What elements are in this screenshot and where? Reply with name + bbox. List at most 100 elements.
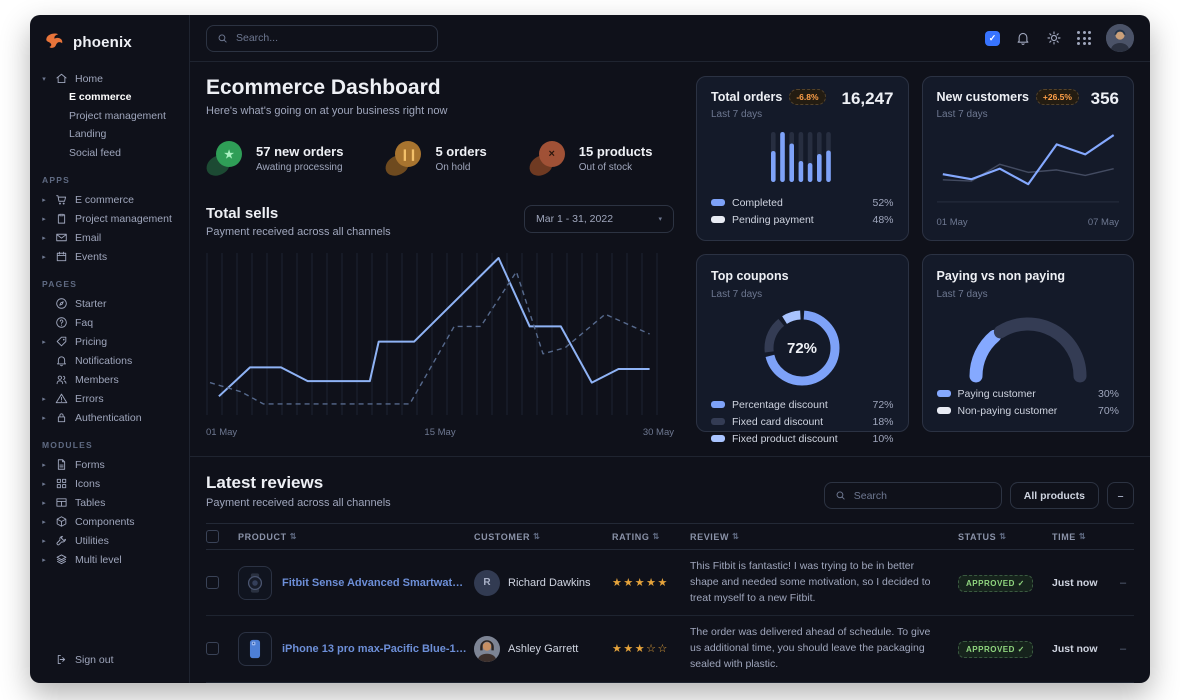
caret-right-icon: ▸ (42, 253, 46, 261)
total-orders-badge: -6.8% (789, 89, 826, 105)
top-coupons-card: Top coupons Last 7 days 72% Percentage d… (696, 254, 909, 445)
date-range-value: Mar 1 - 31, 2022 (536, 213, 614, 225)
user-avatar-image (1106, 24, 1134, 52)
gear-icon[interactable] (1046, 30, 1062, 46)
x-tick-label: 01 May (206, 427, 238, 438)
total-orders-chart (711, 120, 894, 194)
product-thumbnail (238, 631, 272, 666)
sidebar-item-tables[interactable]: ▸ Tables (40, 493, 179, 512)
page-content: Ecommerce Dashboard Here's what's going … (190, 62, 1150, 683)
more-options-button[interactable]: – (1107, 482, 1134, 509)
global-search[interactable] (206, 24, 438, 52)
sort-icon: ⇅ (999, 532, 1007, 541)
sidebar-item-forms[interactable]: ▸ Forms (40, 455, 179, 474)
hero-stat-desc: On hold (435, 161, 471, 173)
row-menu-button[interactable]: – (1120, 576, 1127, 589)
column-header-status[interactable]: STATUS ⇅ (958, 531, 1007, 542)
caret-right-icon: ▸ (42, 414, 46, 422)
select-all-checkbox[interactable] (206, 530, 219, 543)
sidebar-item-pricing[interactable]: ▸ Pricing (40, 332, 179, 351)
sidebar-item-components[interactable]: ▸ Components (40, 512, 179, 531)
row-checkbox[interactable] (206, 642, 219, 656)
latest-reviews-section: Latest reviews Payment received across a… (190, 456, 1150, 683)
sidebar-item-errors[interactable]: ▸ Errors (40, 389, 179, 408)
x-tick-label: 07 May (1087, 217, 1119, 228)
all-products-button[interactable]: All products (1009, 482, 1099, 509)
legend-swatch (711, 216, 725, 223)
legend-swatch (936, 407, 951, 414)
sidebar-item-events[interactable]: ▸ Events (40, 247, 179, 266)
legend-row: Pending payment 48% (711, 211, 894, 228)
sidebar-item-icons[interactable]: ▸ Icons (40, 474, 179, 493)
caret-right-icon: ▸ (42, 234, 46, 242)
sidebar-item-e-commerce[interactable]: ▸ E commerce (40, 190, 179, 209)
legend-value: 30% (1097, 387, 1119, 400)
customer-name: Richard Dawkins (508, 576, 591, 589)
total-orders-period: Last 7 days (711, 109, 763, 120)
top-coupons-legend: Percentage discount 72% Fixed card disco… (711, 396, 894, 447)
search-input[interactable] (236, 32, 427, 44)
new-customers-x-labels: 01 May 07 May (937, 217, 1120, 228)
column-header-review[interactable]: REVIEW ⇅ (690, 531, 740, 542)
apps-grid-icon[interactable] (1077, 31, 1091, 45)
caret-right-icon: ▸ (42, 537, 46, 545)
rating-stars: ★★★★★ (612, 577, 669, 590)
table-row: iPhone 13 pro max-Pacific Blue-128GB sto… (206, 616, 1134, 683)
legend-swatch (936, 390, 951, 397)
sidebar-item-sign-out[interactable]: Sign out (40, 650, 179, 669)
sidebar-item-utilities[interactable]: ▸ Utilities (40, 531, 179, 550)
sidebar-subitem-landing[interactable]: Landing (69, 128, 107, 141)
sidebar-item-email[interactable]: ▸ Email (40, 228, 179, 247)
product-link[interactable]: iPhone 13 pro max-Pacific Blue-128GB sto… (282, 642, 468, 655)
legend-value: 18% (872, 415, 894, 428)
theme-toggle-icon[interactable]: ✓ (985, 30, 1000, 46)
legend-swatch (711, 401, 725, 408)
signout-slot: Sign out (30, 650, 189, 669)
sidebar-item-home[interactable]: ▾ Home (40, 69, 179, 88)
sidebar-subitem-project-management[interactable]: Project management (69, 109, 166, 122)
hero-stat-red-icon: × (526, 141, 567, 179)
row-checkbox[interactable] (206, 576, 219, 590)
total-sells-subtitle: Payment received across all channels (206, 226, 391, 238)
mail-icon (55, 231, 68, 244)
user-avatar[interactable] (1106, 24, 1134, 52)
chevron-down-icon: ▾ (658, 216, 662, 223)
sort-icon: ⇅ (732, 532, 740, 541)
reviews-search[interactable] (823, 482, 1002, 509)
product-link[interactable]: Fitbit Sense Advanced Smartwatch with To… (282, 576, 468, 589)
sidebar-subitem-social-feed[interactable]: Social feed (69, 146, 121, 159)
stats-row: ★ 57 new orders Awating processing ❙❙ 5 … (203, 141, 674, 179)
sidebar-subitem-e-commerce[interactable]: E commerce (69, 91, 132, 104)
status-badge: APPROVED ✓ (958, 575, 1033, 593)
legend-value: 48% (872, 213, 894, 226)
date-range-select[interactable]: Mar 1 - 31, 2022 ▾ (524, 205, 674, 233)
legend-value: 72% (872, 398, 894, 411)
bell-icon[interactable] (1015, 30, 1031, 46)
sidebar-item-notifications[interactable]: Notifications (40, 351, 179, 370)
layers-icon (55, 553, 68, 566)
hero-stat-0: ★ 57 new orders Awating processing (203, 141, 343, 179)
sidebar-section-label: APPS (42, 175, 70, 185)
row-menu-button[interactable]: – (1120, 642, 1127, 655)
reviews-search-input[interactable] (853, 489, 991, 502)
column-header-customer[interactable]: CUSTOMER ⇅ (474, 531, 541, 542)
phoenix-logo-icon (46, 33, 63, 48)
sidebar-item-members[interactable]: Members (40, 370, 179, 389)
paying-legend: Paying customer 30% Non-paying customer … (936, 385, 1119, 419)
sidebar-item-project-management[interactable]: ▸ Project management (40, 209, 179, 228)
column-header-product[interactable]: PRODUCT ⇅ (238, 531, 298, 542)
sidebar-item-authentication[interactable]: ▸ Authentication (40, 408, 179, 427)
column-header-rating[interactable]: RATING ⇅ (612, 531, 660, 542)
brand[interactable]: phoenix (30, 27, 189, 69)
grid-icon (55, 477, 68, 490)
legend-label: Pending payment (732, 213, 814, 226)
legend-label: Completed (732, 196, 783, 209)
legend-label: Percentage discount (732, 398, 828, 411)
x-tick-label: 15 May (424, 427, 456, 438)
legend-value: 52% (872, 196, 894, 209)
sidebar-item-multi-level[interactable]: ▸ Multi level (40, 550, 179, 569)
sidebar-item-faq[interactable]: Faq (40, 313, 179, 332)
sidebar-item-starter[interactable]: Starter (40, 294, 179, 313)
top-navbar: ✓ (190, 15, 1150, 62)
column-header-time[interactable]: TIME ⇅ (1052, 531, 1087, 542)
